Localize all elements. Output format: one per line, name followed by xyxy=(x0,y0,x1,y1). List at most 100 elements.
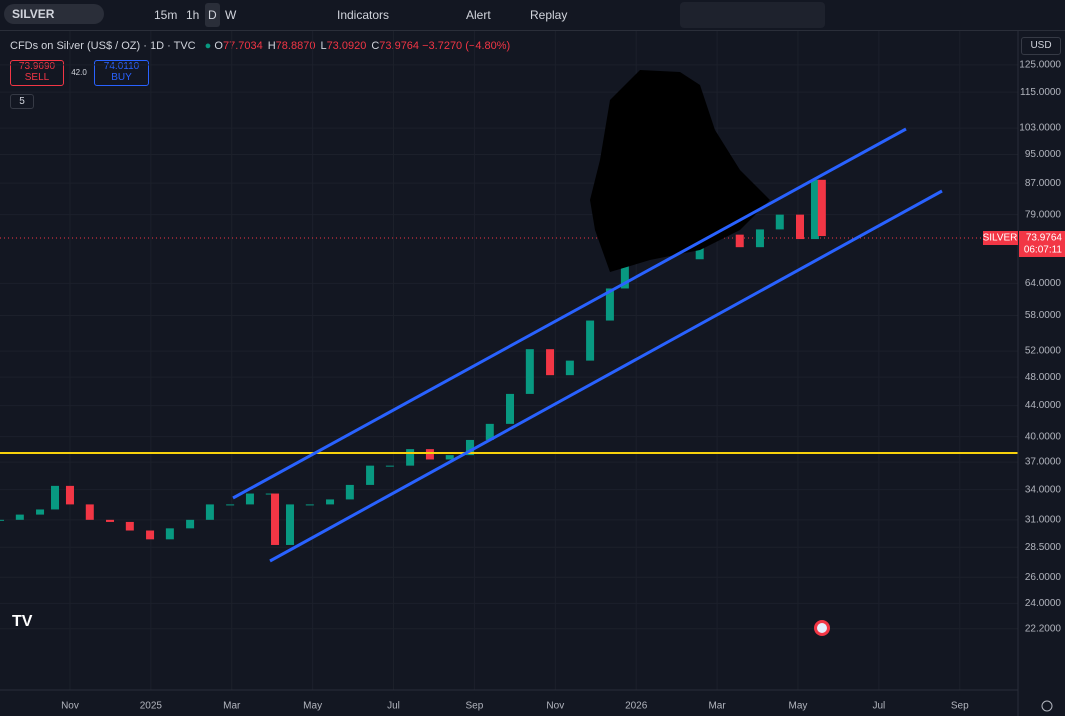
candle xyxy=(796,214,805,240)
indicators-button[interactable]: Indicators xyxy=(337,8,390,22)
candle xyxy=(546,349,555,376)
redaction-blob xyxy=(590,70,770,272)
indicators-toggle[interactable]: 5 xyxy=(10,94,34,109)
y-tick-label: 24.0000 xyxy=(1025,598,1062,609)
candle xyxy=(506,393,515,424)
y-tick-label: 26.0000 xyxy=(1025,572,1062,583)
channel-lower xyxy=(269,189,943,563)
candle xyxy=(445,455,454,460)
candle xyxy=(605,288,614,321)
candle xyxy=(565,360,574,376)
y-tick-label: 58.0000 xyxy=(1025,310,1062,321)
ohlc-key: L xyxy=(320,40,327,52)
x-tick-label: Jul xyxy=(387,701,400,712)
price-tag-symbol-bg xyxy=(983,231,1018,245)
candle xyxy=(485,423,494,440)
y-tick-label: 115.0000 xyxy=(1020,87,1061,98)
symbol-search[interactable]: SILVER xyxy=(4,4,104,24)
candle xyxy=(0,519,4,521)
event-icon-inner xyxy=(817,623,827,633)
buy-price: 74.0110 xyxy=(103,61,140,72)
candle xyxy=(817,179,826,237)
ohlc-value: 73.9764 xyxy=(379,40,420,52)
x-tick-label: Nov xyxy=(546,701,564,712)
interval[interactable]: 1h xyxy=(186,8,200,22)
candle xyxy=(755,229,764,248)
x-tick-label: May xyxy=(789,701,808,712)
candle xyxy=(775,214,784,230)
candle xyxy=(51,485,60,510)
candle xyxy=(525,349,534,394)
interval[interactable]: W xyxy=(225,8,237,22)
price-tag-countdown: 06:07:11 xyxy=(1024,245,1063,256)
x-tick-label: Sep xyxy=(466,701,484,712)
candle xyxy=(326,499,335,505)
candle xyxy=(245,493,254,505)
tv-logo: TV xyxy=(12,613,33,630)
status-dot: ● xyxy=(204,40,212,52)
ohlc-value: 73.0920 xyxy=(326,40,367,52)
x-tick-label: 2025 xyxy=(140,701,163,712)
price-tag-symbol: SILVER xyxy=(983,233,1018,244)
sell-button[interactable]: 73.9690 SELL xyxy=(10,60,64,86)
event-icon[interactable] xyxy=(814,620,830,636)
ohlc-key: O xyxy=(214,40,223,52)
candle xyxy=(586,320,595,361)
y-tick-label: 28.5000 xyxy=(1025,542,1062,553)
y-tick-label: 87.0000 xyxy=(1025,178,1062,189)
candle xyxy=(226,504,235,506)
candle xyxy=(810,179,819,240)
candle xyxy=(205,504,214,520)
candle xyxy=(285,504,294,545)
buy-button[interactable]: 74.0110 BUY xyxy=(94,60,149,86)
ohlc-key: C xyxy=(371,40,380,52)
candle xyxy=(85,504,94,520)
ohlc: O77.7034 H78.8870 L73.0920 C73.9764 xyxy=(214,40,419,52)
spread: 42.0 xyxy=(71,68,87,77)
y-tick-label: 31.0000 xyxy=(1025,514,1062,525)
alert-button[interactable]: Alert xyxy=(466,8,491,22)
candle xyxy=(125,521,134,531)
y-tick-label: 37.0000 xyxy=(1025,457,1062,468)
candle xyxy=(695,234,704,260)
ohlc-key: H xyxy=(267,40,276,52)
replay-button[interactable]: Replay xyxy=(530,8,568,22)
candle xyxy=(406,449,415,466)
interval[interactable]: 15m xyxy=(154,8,178,22)
candle xyxy=(305,504,314,506)
ohlc-value: 78.8870 xyxy=(275,40,316,52)
candle xyxy=(465,439,474,456)
x-tick-label: May xyxy=(303,701,322,712)
candle xyxy=(165,528,174,540)
price-tag-bg xyxy=(1019,231,1065,257)
y-tick-label: 52.0000 xyxy=(1025,346,1062,357)
price-tag-price: 73.9764 xyxy=(1026,233,1063,244)
y-tick-label: 44.0000 xyxy=(1025,400,1062,411)
legend: CFDs on Silver (US$ / OZ) · 1D · TVC ● O… xyxy=(10,40,510,52)
x-tick-label: Mar xyxy=(223,701,241,712)
candle xyxy=(146,530,155,540)
ohlc-value: 77.7034 xyxy=(222,40,263,52)
y-tick-label: 48.0000 xyxy=(1025,372,1062,383)
y-tick-label: 64.0000 xyxy=(1025,278,1062,289)
interval[interactable]: D xyxy=(205,3,220,27)
candle xyxy=(425,449,434,460)
sell-price: 73.9690 xyxy=(18,61,56,72)
x-tick-label: Jul xyxy=(872,701,885,712)
candle xyxy=(735,234,744,248)
candle xyxy=(36,509,45,515)
x-tick-label: Sep xyxy=(951,701,969,712)
y-tick-label: 34.0000 xyxy=(1025,484,1062,495)
sell-label: SELL xyxy=(24,72,50,83)
candle xyxy=(186,519,195,529)
legend-title: CFDs on Silver (US$ / OZ) · 1D · TVC xyxy=(10,40,196,52)
candle xyxy=(15,514,24,520)
x-tick-label: Nov xyxy=(61,701,79,712)
y-tick-label: 103.0000 xyxy=(1019,123,1061,134)
candle xyxy=(385,465,394,467)
settings-icon[interactable] xyxy=(1041,700,1053,712)
change: −3.7270 (−4.80%) xyxy=(422,40,511,52)
currency[interactable]: USD xyxy=(1021,37,1061,55)
candle xyxy=(271,493,280,545)
